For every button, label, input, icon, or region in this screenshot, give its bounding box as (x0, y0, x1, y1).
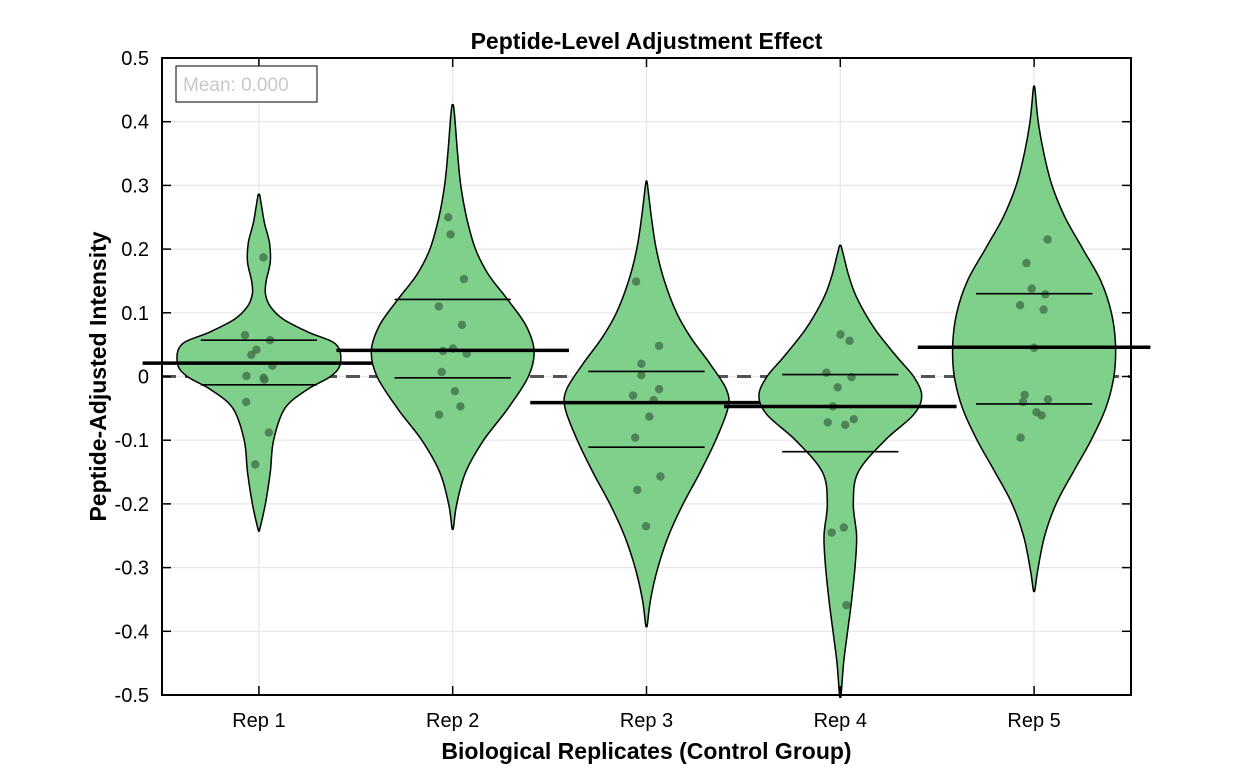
data-point (823, 418, 832, 427)
data-point (633, 485, 642, 495)
x-tick-label: Rep 4 (814, 710, 867, 732)
data-point (437, 367, 446, 377)
x-tick-label: Rep 1 (232, 710, 285, 732)
data-point (637, 371, 646, 380)
data-point (654, 341, 664, 351)
data-point (259, 253, 268, 262)
data-point (1018, 397, 1028, 407)
y-axis-label: Peptide-Adjusted Intensity (85, 231, 111, 521)
data-point (842, 601, 851, 610)
data-point (839, 523, 848, 532)
data-point (264, 428, 273, 437)
x-tick-label: Rep 5 (1007, 710, 1060, 732)
data-point (456, 402, 465, 411)
violin-3 (530, 180, 763, 628)
data-point (242, 371, 251, 381)
data-point (1022, 258, 1031, 268)
violin-5 (917, 85, 1151, 593)
data-point (849, 415, 858, 424)
data-point (444, 213, 453, 222)
data-point (240, 330, 250, 340)
data-point (645, 412, 654, 421)
data-point (1016, 433, 1025, 442)
data-point (446, 230, 455, 239)
y-tick-label: 0.5 (121, 48, 149, 70)
data-point (841, 420, 850, 430)
data-point (434, 410, 444, 419)
data-point (654, 385, 664, 394)
violin-4 (724, 244, 957, 699)
y-tick-label: -0.3 (115, 558, 149, 580)
data-point (836, 330, 845, 339)
data-point (450, 387, 460, 396)
violin-1 (142, 193, 376, 532)
data-point (1015, 301, 1025, 310)
data-point (631, 277, 641, 286)
violin-body (758, 244, 923, 699)
violin-2 (336, 103, 569, 530)
data-point (827, 528, 836, 537)
axes-layer: 0.5 0.4 0.3 0.2 0.1 0 -0.1 -0.2 -0.3 -0.4 -0.5 Rep … (115, 48, 1132, 732)
x-tick-label: Rep 3 (620, 710, 673, 732)
y-tick-label: -0.5 (115, 685, 149, 707)
data-point (457, 320, 467, 330)
data-point (247, 350, 256, 359)
data-point (845, 336, 854, 345)
y-tick-label: -0.2 (115, 494, 149, 516)
mean-annotation: Mean: 0.000 (183, 75, 289, 96)
data-point (822, 368, 831, 377)
chart-title: Peptide-Level Adjustment Effect (471, 28, 823, 54)
violin-body (951, 85, 1117, 593)
annotation-box (175, 65, 318, 103)
y-tick-label: 0 (138, 367, 149, 389)
data-point (656, 472, 665, 481)
data-point (252, 345, 261, 354)
data-point (628, 391, 638, 400)
violins-layer (142, 85, 1151, 699)
data-point (1043, 235, 1052, 244)
y-tick-label: -0.1 (115, 430, 149, 452)
data-point (1037, 411, 1046, 420)
data-point (459, 274, 469, 284)
data-point (242, 397, 251, 407)
x-tick-label: Rep 2 (426, 710, 479, 732)
y-tick-label: 0.2 (121, 239, 149, 261)
y-tick-label: 0.3 (121, 175, 149, 197)
y-tick-label: 0.4 (121, 112, 149, 134)
data-point (1043, 395, 1053, 404)
data-point (1020, 390, 1029, 400)
data-point (1039, 305, 1048, 314)
y-tick-label: 0.1 (121, 303, 149, 325)
data-point (260, 375, 269, 384)
y-tick-label: -0.4 (115, 621, 149, 643)
violin-body (370, 103, 535, 530)
mean-annotation-box: Mean: 0.000 (175, 65, 318, 103)
data-point (434, 302, 443, 311)
data-point (251, 460, 260, 469)
data-point (641, 522, 651, 531)
data-point (1027, 284, 1036, 293)
data-point (833, 383, 842, 392)
data-point (631, 433, 640, 442)
data-point (637, 359, 646, 368)
x-axis-label: Biological Replicates (Control Group) (441, 738, 851, 764)
